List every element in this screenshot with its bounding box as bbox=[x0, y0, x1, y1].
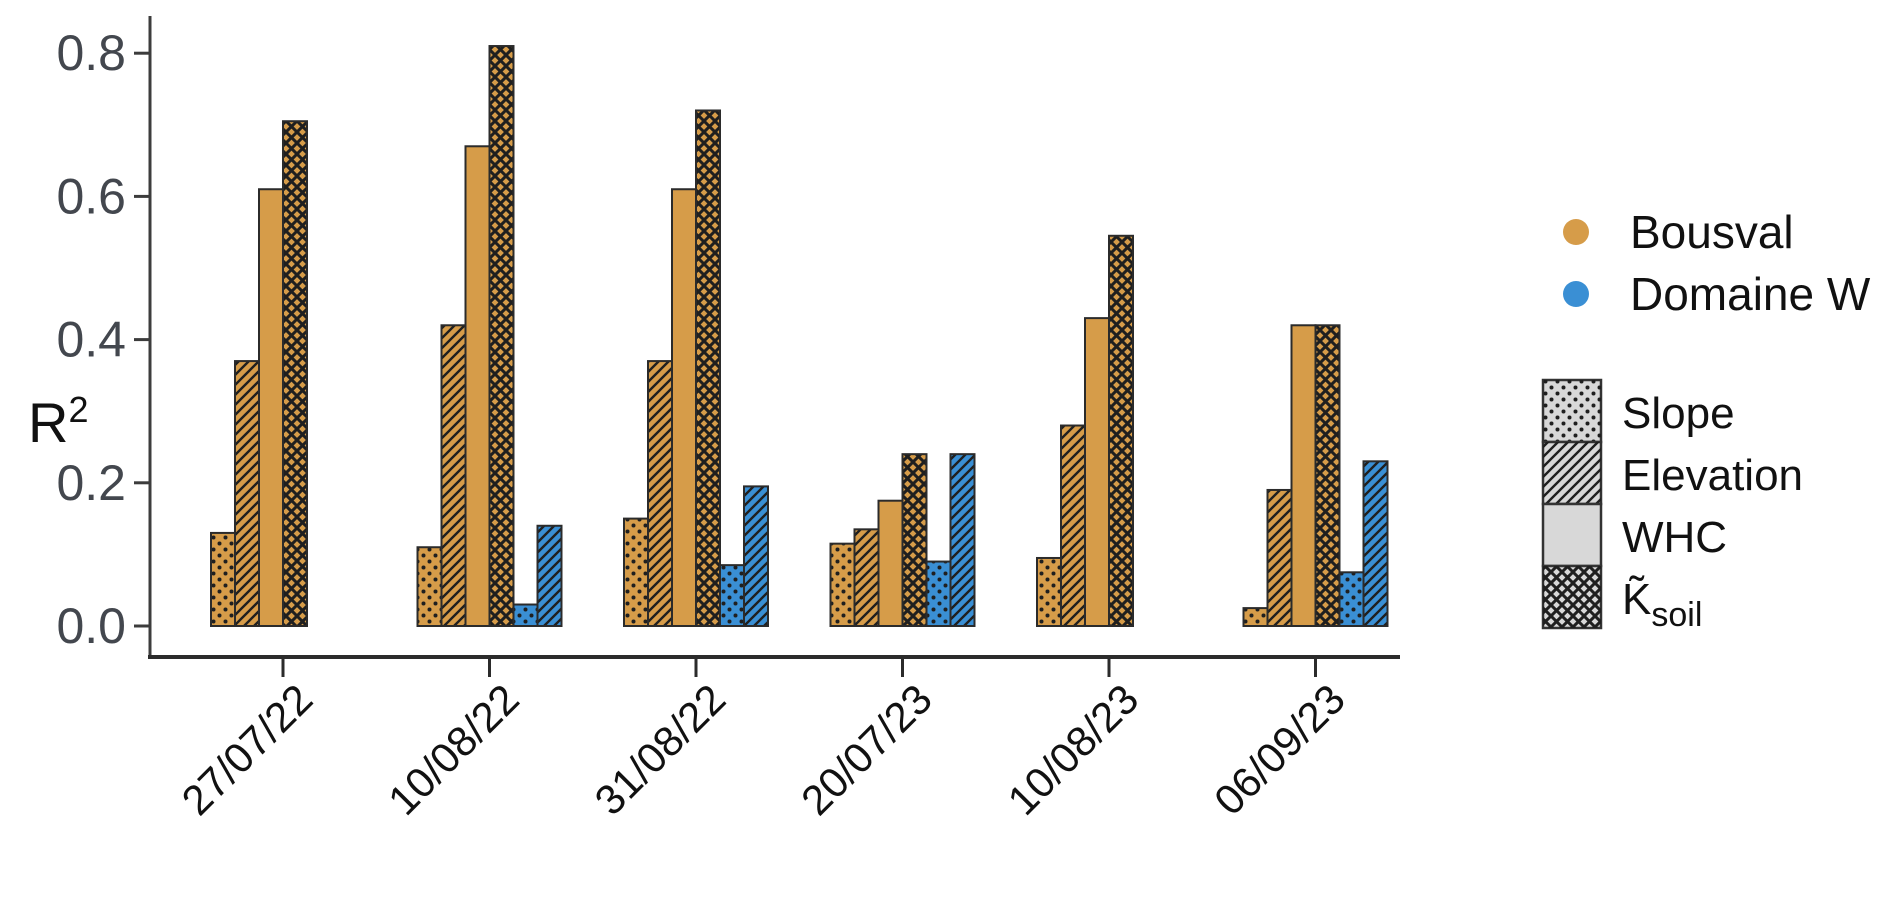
bar-pattern-overlay bbox=[1242, 607, 1269, 627]
bar-pattern-overlay bbox=[282, 120, 308, 627]
bar bbox=[878, 500, 903, 626]
y-tick-label: 0.4 bbox=[56, 312, 126, 368]
legend-label-whc: WHC bbox=[1622, 513, 1727, 562]
x-tick-label: 10/08/22 bbox=[379, 675, 528, 824]
bar-pattern-overlay bbox=[512, 603, 539, 628]
bar-pattern-overlay bbox=[949, 453, 976, 627]
bar-pattern-overlay bbox=[623, 517, 649, 627]
bar-pattern-overlay bbox=[901, 453, 928, 627]
bar-series bbox=[210, 45, 1389, 628]
bar-pattern-overlay bbox=[743, 485, 769, 627]
legend-sites: Bousval Domaine W bbox=[1563, 206, 1871, 320]
y-axis-ticks: 0.0 0.2 0.4 0.6 0.8 bbox=[56, 25, 149, 654]
legend-label-ksoil: K̃soil bbox=[1622, 575, 1702, 634]
bar-pattern-overlay bbox=[1036, 556, 1062, 627]
x-tick-label: 20/07/23 bbox=[792, 675, 941, 824]
bar bbox=[1291, 325, 1316, 626]
bar-pattern-overlay bbox=[925, 560, 952, 627]
legend-swatch-whc bbox=[1541, 502, 1603, 568]
y-tick-label: 0.8 bbox=[56, 25, 126, 81]
bar bbox=[465, 146, 490, 626]
y-tick-label: 0.6 bbox=[56, 168, 126, 224]
bar-pattern-overlay bbox=[1266, 488, 1293, 627]
legend-label-domaine-w: Domaine W bbox=[1630, 268, 1871, 320]
bar-pattern-overlay bbox=[1338, 571, 1365, 627]
legend-variables: Slope Elevation WHC K̃soil bbox=[1541, 378, 1803, 634]
y-axis-label: R2 bbox=[28, 389, 88, 454]
legend-label-slope: Slope bbox=[1622, 389, 1735, 438]
bar-pattern-overlay bbox=[1108, 234, 1134, 627]
x-tick-label: 06/09/23 bbox=[1205, 675, 1354, 824]
y-tick-label: 0.2 bbox=[56, 455, 126, 511]
bar-pattern-overlay bbox=[1060, 424, 1086, 627]
bar-pattern-overlay bbox=[719, 564, 745, 628]
bar-pattern-overlay bbox=[488, 45, 515, 628]
bar-pattern-overlay bbox=[1314, 324, 1341, 627]
bar-pattern-overlay bbox=[416, 546, 443, 627]
x-tick-label: 10/08/23 bbox=[999, 675, 1148, 824]
bar-pattern-overlay bbox=[536, 524, 563, 628]
x-axis-ticks: 27/07/22 10/08/22 31/08/22 20/07/23 10/08/23… bbox=[173, 657, 1354, 824]
x-tick-label: 27/07/22 bbox=[173, 675, 322, 824]
bar-pattern-overlay bbox=[695, 109, 721, 628]
bar bbox=[1085, 318, 1109, 626]
bar bbox=[672, 189, 696, 627]
bar bbox=[259, 189, 283, 627]
legend-dot-domaine-w bbox=[1563, 281, 1589, 307]
x-tick-label: 31/08/22 bbox=[586, 675, 735, 824]
bar-pattern-overlay bbox=[853, 528, 880, 628]
legend-swatch-ksoil-pattern bbox=[1543, 566, 1601, 628]
legend-label-bousval: Bousval bbox=[1630, 206, 1794, 258]
bar-pattern-overlay bbox=[440, 324, 467, 627]
legend-swatch-slope-pattern bbox=[1543, 380, 1601, 442]
y-tick-label: 0.0 bbox=[56, 598, 126, 654]
bar-pattern-overlay bbox=[829, 542, 856, 627]
bar-pattern-overlay bbox=[1362, 460, 1389, 627]
legend-dot-bousval bbox=[1563, 219, 1589, 245]
bar-pattern-overlay bbox=[647, 360, 673, 627]
bar-pattern-overlay bbox=[234, 360, 260, 627]
bar-pattern-overlay bbox=[210, 531, 236, 627]
legend-label-elevation: Elevation bbox=[1622, 451, 1803, 500]
legend-swatch-elevation-pattern bbox=[1543, 442, 1601, 504]
